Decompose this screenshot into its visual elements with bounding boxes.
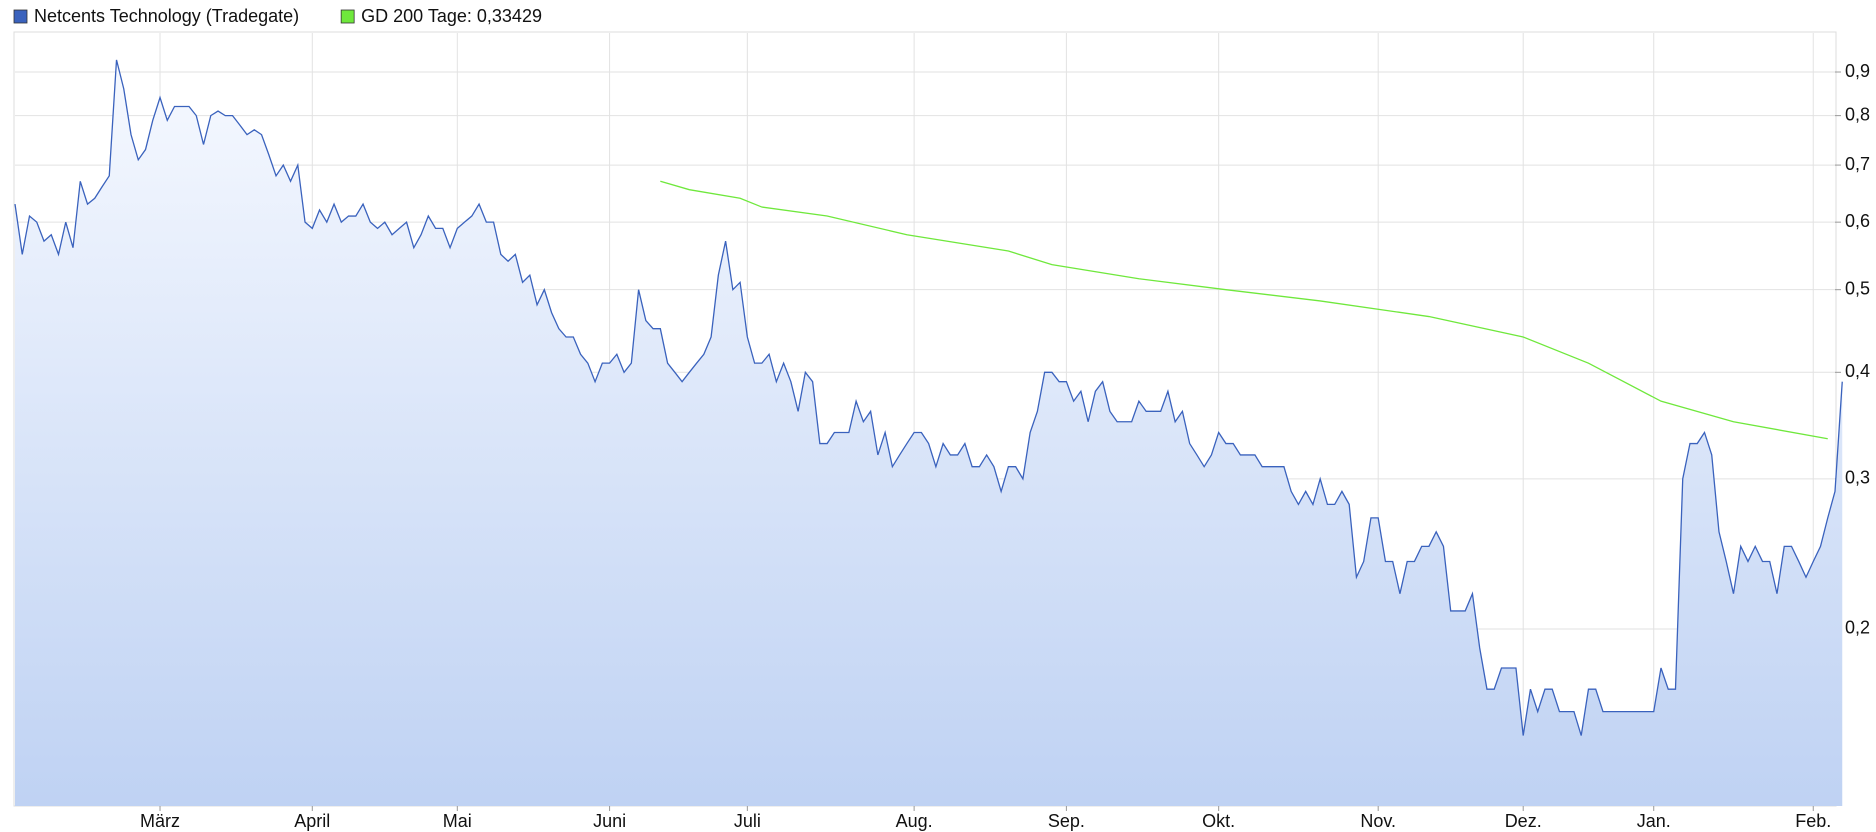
x-tick-label: Aug. xyxy=(896,811,933,831)
y-tick-label: 0,9 xyxy=(1845,61,1870,81)
x-tick-label: Juli xyxy=(734,811,761,831)
x-tick-label: März xyxy=(140,811,180,831)
y-tick-label: 0,3 xyxy=(1845,468,1870,488)
y-tick-label: 0,6 xyxy=(1845,211,1870,231)
y-tick-label: 0,8 xyxy=(1845,104,1870,124)
x-tick-label: Feb. xyxy=(1795,811,1831,831)
x-tick-label: Mai xyxy=(443,811,472,831)
x-tick-label: Nov. xyxy=(1360,811,1396,831)
y-tick-label: 0,2 xyxy=(1845,618,1870,638)
x-tick-label: Juni xyxy=(593,811,626,831)
x-tick-label: Jan. xyxy=(1637,811,1671,831)
y-tick-label: 0,5 xyxy=(1845,278,1870,298)
x-tick-label: April xyxy=(294,811,330,831)
price-line xyxy=(14,59,1843,736)
x-tick-label: Okt. xyxy=(1202,811,1235,831)
legend-label: Netcents Technology (Tradegate) xyxy=(34,6,299,26)
y-tick-label: 0,4 xyxy=(1845,361,1870,381)
moving-average-line xyxy=(660,180,1828,440)
y-tick-label: 0,7 xyxy=(1845,154,1870,174)
x-tick-label: Sep. xyxy=(1048,811,1085,831)
x-tick-label: Dez. xyxy=(1505,811,1542,831)
legend-label: GD 200 Tage: 0,33429 xyxy=(361,6,542,26)
area-fill xyxy=(15,59,1843,806)
legend-swatch xyxy=(340,9,355,24)
legend-swatch xyxy=(13,9,28,24)
